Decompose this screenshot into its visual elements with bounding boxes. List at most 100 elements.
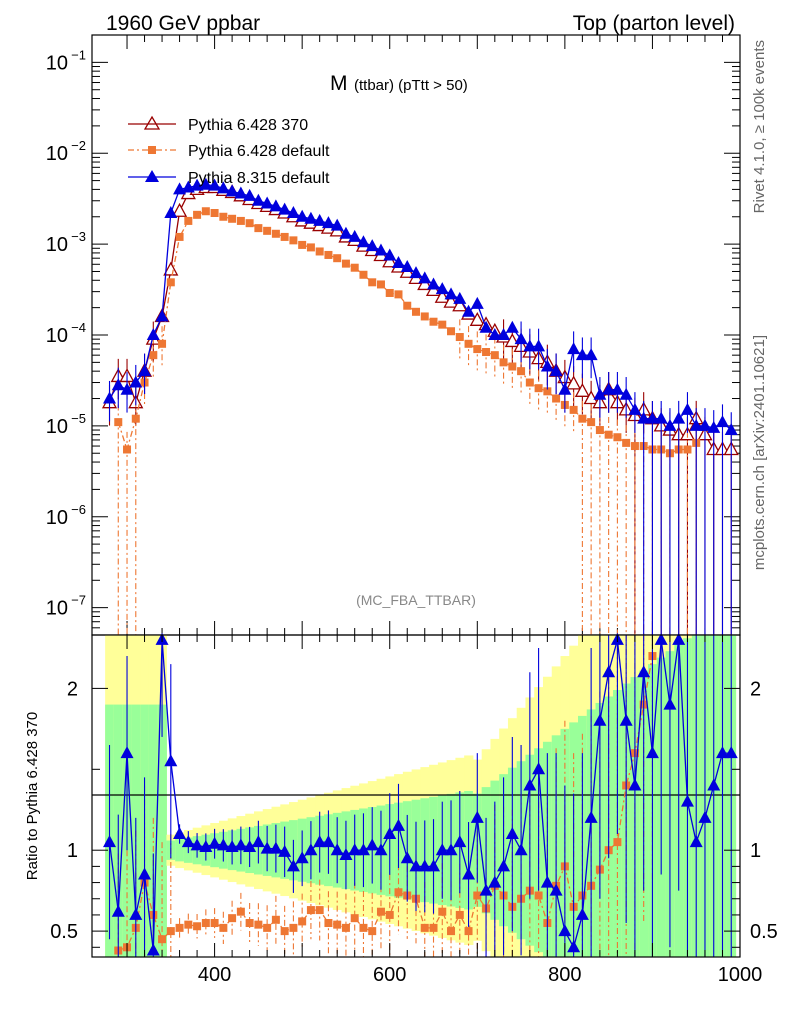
data-point-0 [163, 261, 179, 276]
main-ytick-labels: 10−110−210−310−410−510−610−7 [46, 47, 86, 619]
data-point-1 [569, 405, 578, 414]
data-point-2 [567, 342, 581, 355]
data-point-1 [622, 438, 631, 447]
data-point-2 [199, 177, 213, 190]
ratio-point-1 [645, 746, 659, 759]
ratio-point-0 [271, 915, 280, 924]
data-point-1 [525, 378, 534, 387]
ratio-point-1 [418, 859, 432, 872]
ratio-point-0 [350, 914, 359, 923]
ratio-point-1 [488, 875, 502, 888]
data-point-2 [243, 188, 257, 201]
ratio-point-0 [201, 919, 210, 928]
data-point-1 [683, 445, 692, 454]
data-point-0 [443, 293, 459, 308]
ratio-point-1 [278, 844, 292, 857]
ratio-point-1 [637, 665, 651, 678]
data-point-2 [549, 364, 563, 377]
ratio-point-1 [409, 859, 423, 872]
ratio-point-1 [680, 794, 694, 807]
data-point-0 [382, 253, 398, 268]
ratio-point-1 [584, 810, 598, 823]
data-point-1 [543, 387, 552, 396]
ratio-point-0 [236, 907, 245, 916]
ratio-point-0 [219, 923, 228, 932]
ratio-point-1 [243, 839, 257, 852]
data-point-1 [280, 232, 289, 241]
ratio-point-1 [103, 835, 117, 848]
ratio-point-1 [164, 754, 178, 767]
ratio-point-1 [356, 843, 370, 856]
series-line-1 [117, 210, 697, 454]
main-ytick-exponent: −6 [71, 502, 86, 517]
data-point-1 [394, 290, 403, 299]
ratio-point-1 [216, 838, 230, 851]
data-point-0 [574, 382, 590, 397]
data-point-1 [552, 394, 561, 403]
ratio-point-1 [313, 835, 327, 848]
data-point-1 [254, 224, 263, 233]
ratio-ytick-label-left: 0.5 [50, 921, 78, 943]
data-point-2 [689, 418, 703, 431]
series-line-2 [108, 184, 732, 431]
data-point-2 [724, 423, 738, 436]
ratio-point-1 [514, 843, 528, 856]
data-point-1 [193, 210, 202, 219]
ratio-point-1 [724, 746, 738, 759]
main-ytick-exponent: −7 [71, 593, 86, 608]
ratio-point-1 [173, 827, 187, 840]
data-point-2 [593, 387, 607, 400]
ratio-point-0 [254, 920, 263, 929]
data-point-0 [566, 375, 582, 390]
data-point-2 [269, 199, 283, 212]
header-right: Top (parton level) [573, 12, 735, 35]
data-point-1 [210, 208, 219, 217]
main-ytick-exponent: −1 [71, 47, 86, 62]
main-panel: 10−110−210−310−410−510−610−7 M (ttbar) (… [46, 34, 741, 636]
ratio-point-1 [689, 835, 703, 848]
ratio-point-1 [435, 843, 449, 856]
data-point-2 [356, 235, 370, 248]
data-point-1 [578, 414, 587, 423]
ratio-point-1 [251, 835, 265, 848]
ratio-point-0 [175, 923, 184, 932]
main-ticks [92, 34, 741, 636]
data-point-1 [482, 348, 491, 357]
data-point-1 [438, 320, 447, 329]
main-ytick-label: 10 [46, 143, 68, 165]
ratio-bands [105, 635, 737, 957]
data-point-1 [131, 414, 140, 423]
data-point-1 [271, 229, 280, 238]
data-point-0 [171, 202, 188, 217]
data-point-2 [295, 209, 309, 222]
data-point-1 [403, 301, 412, 310]
data-point-1 [447, 327, 456, 336]
main-ytick-exponent: −5 [71, 411, 86, 426]
data-point-2 [339, 226, 353, 239]
ratio-ytick-label-right: 1 [750, 840, 761, 862]
legend-label-1: Pythia 6.428 default [188, 143, 330, 160]
ratio-point-0 [298, 917, 307, 926]
data-point-1 [201, 207, 210, 216]
ratio-point-1 [567, 940, 581, 953]
data-point-1 [228, 214, 237, 223]
data-point-1 [604, 430, 613, 439]
legend-marker-0 [143, 115, 161, 130]
legend-entry-2: Pythia 8.315 default [128, 170, 330, 187]
data-point-2 [619, 387, 633, 400]
ratio-point-1 [715, 746, 729, 759]
data-point-1 [359, 270, 368, 279]
data-point-2 [260, 196, 274, 209]
ratio-point-1 [575, 907, 589, 920]
ratio-point-1 [532, 762, 546, 775]
ratio-point-1 [374, 843, 388, 856]
data-point-1 [613, 433, 622, 442]
ratio-point-1 [505, 827, 519, 840]
data-point-1 [630, 442, 639, 451]
data-point-2 [444, 287, 458, 300]
data-point-2 [286, 205, 300, 218]
data-point-2 [111, 378, 125, 391]
data-point-2 [216, 181, 230, 194]
ratio-point-1 [348, 843, 362, 856]
